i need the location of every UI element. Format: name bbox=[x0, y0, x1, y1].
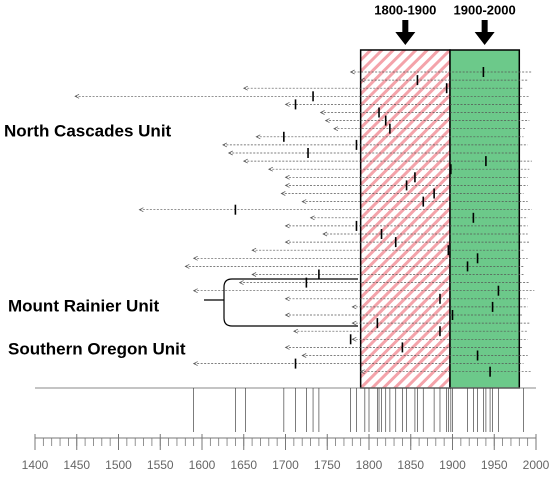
x-tick-label: 1800 bbox=[356, 458, 383, 472]
period-arrow bbox=[474, 20, 495, 45]
x-tick-label: 1550 bbox=[147, 458, 174, 472]
period-arrow bbox=[395, 20, 416, 45]
periods: 1800-1900 1900-2000 bbox=[359, 2, 521, 389]
x-tick-label: 1450 bbox=[63, 458, 90, 472]
span-arrow bbox=[227, 150, 233, 156]
x-tick-label: 1750 bbox=[314, 458, 341, 472]
group-label: Southern Oregon Unit bbox=[8, 339, 186, 358]
span-arrow bbox=[192, 255, 198, 261]
x-tick-label: 1700 bbox=[272, 458, 299, 472]
span-arrow bbox=[138, 207, 144, 213]
span-arrow bbox=[284, 223, 290, 229]
span-arrow bbox=[184, 264, 190, 269]
span-arrow bbox=[238, 280, 244, 285]
span-arrow bbox=[349, 69, 355, 75]
span-arrow bbox=[351, 320, 357, 326]
span-arrow bbox=[351, 304, 357, 310]
period-box bbox=[359, 49, 451, 389]
span-arrow bbox=[301, 353, 307, 358]
span-arrow bbox=[280, 191, 286, 196]
span-arrow bbox=[359, 77, 365, 83]
x-tick-label: 1950 bbox=[481, 458, 508, 472]
span-arrow bbox=[192, 288, 198, 294]
span-arrow bbox=[242, 85, 248, 91]
group-label: North Cascades Unit bbox=[4, 121, 172, 140]
x-tick-label: 1850 bbox=[397, 458, 424, 472]
span-arrow bbox=[251, 247, 257, 253]
span-arrow bbox=[359, 369, 365, 375]
axis: 1400 1450 1500 1550 1600 1650 1700 1750 1800 1850… bbox=[22, 387, 550, 472]
span-arrow bbox=[284, 296, 290, 302]
span-arrow bbox=[268, 166, 273, 172]
span-arrow bbox=[284, 174, 290, 180]
bracket bbox=[204, 278, 358, 327]
span-arrow bbox=[192, 361, 198, 366]
span-arrow bbox=[333, 126, 339, 132]
period-label: 1900-2000 bbox=[454, 2, 516, 17]
span-arrow bbox=[324, 118, 330, 123]
span-arrow bbox=[293, 328, 299, 334]
period-box bbox=[449, 49, 521, 389]
span-arrow bbox=[284, 183, 290, 188]
span-arrow bbox=[222, 142, 228, 148]
span-arrow bbox=[319, 110, 325, 115]
span-arrow bbox=[74, 93, 80, 99]
x-tick-label: 1650 bbox=[230, 458, 257, 472]
x-tick-label: 1500 bbox=[105, 458, 132, 472]
span-arrow bbox=[284, 239, 290, 245]
span-arrow bbox=[284, 312, 290, 318]
x-tick-label: 1600 bbox=[189, 458, 216, 472]
span-arrow bbox=[309, 215, 315, 221]
x-tick-label: 1400 bbox=[22, 458, 49, 472]
span-arrow bbox=[242, 158, 248, 164]
period-label: 1800-1900 bbox=[374, 2, 436, 17]
span-arrow bbox=[351, 336, 357, 342]
rows bbox=[74, 67, 535, 377]
span-arrow bbox=[251, 272, 257, 277]
span-arrow bbox=[301, 199, 307, 204]
span-arrow bbox=[322, 231, 328, 237]
span-arrow bbox=[255, 134, 261, 140]
group-label: Mount Rainier Unit bbox=[8, 296, 159, 315]
span-arrow bbox=[284, 345, 290, 350]
x-tick-label: 1900 bbox=[439, 458, 466, 472]
x-tick-label: 2000 bbox=[523, 458, 550, 472]
span-arrow bbox=[284, 102, 290, 107]
